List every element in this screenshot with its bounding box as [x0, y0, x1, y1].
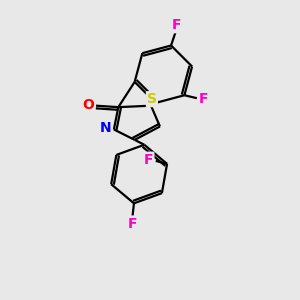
Text: F: F [128, 217, 137, 230]
Text: F: F [172, 18, 181, 32]
Text: O: O [82, 98, 94, 112]
Text: F: F [144, 153, 153, 167]
Text: N: N [100, 121, 111, 135]
Text: S: S [147, 92, 157, 106]
Text: F: F [199, 92, 208, 106]
